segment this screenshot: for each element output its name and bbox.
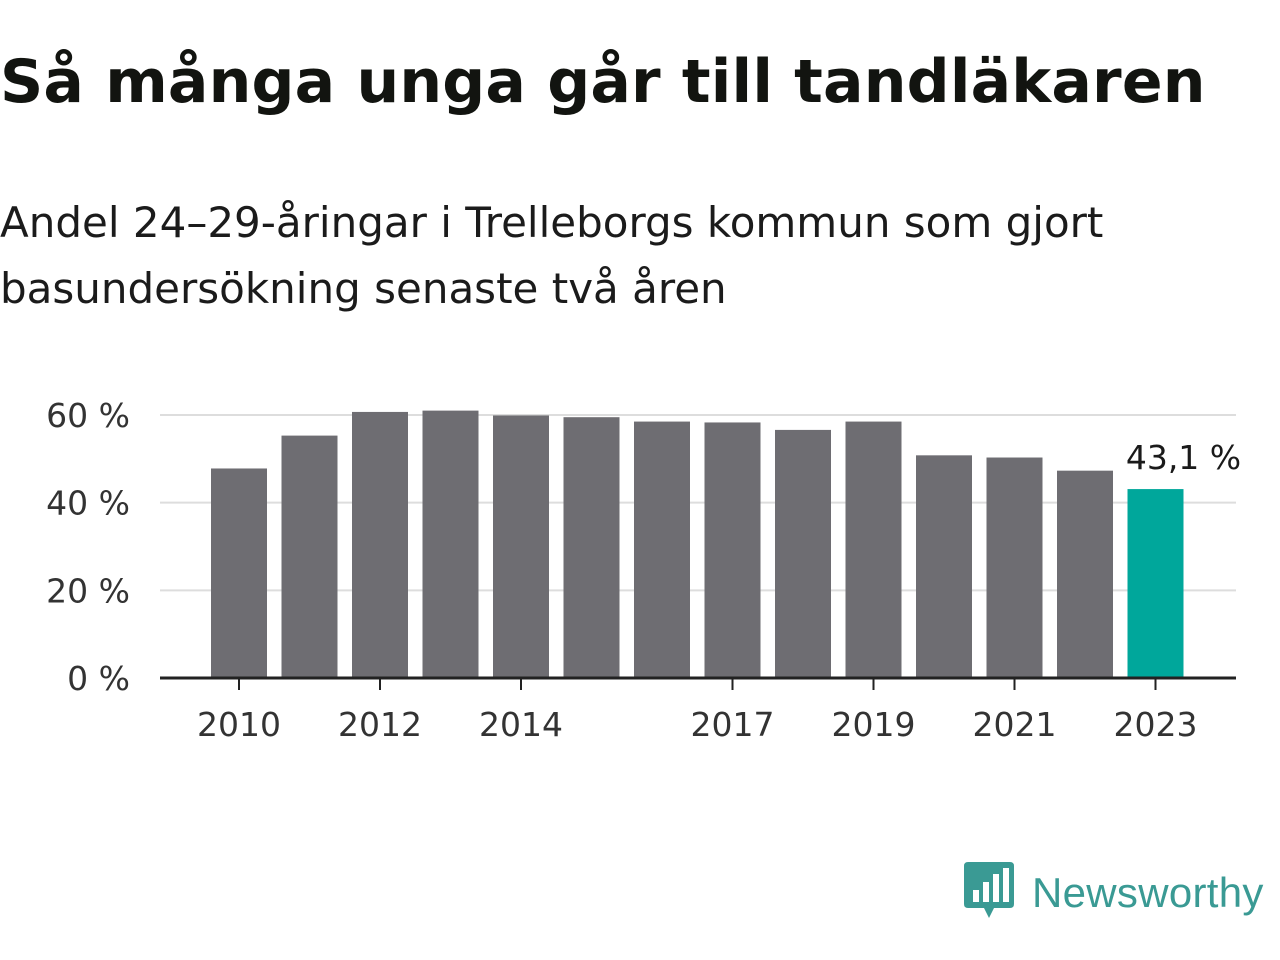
x-axis-labels: 2010 2012 2014 2017 2019 2021 2023	[197, 705, 1197, 744]
x-tick-label: 2012	[338, 705, 422, 744]
bar-2016	[634, 421, 690, 678]
bar-2021	[986, 457, 1043, 678]
y-tick-label: 40 %	[46, 484, 130, 523]
newsworthy-logo-icon	[964, 862, 1014, 918]
chart-title: Så många unga går till tandläkaren	[0, 47, 1206, 117]
bar-2014	[493, 415, 549, 678]
bar-2018	[775, 429, 831, 678]
x-tick-label: 2019	[832, 705, 916, 744]
bar-2011	[281, 435, 338, 678]
y-tick-label: 0 %	[67, 659, 130, 698]
x-tick-label: 2021	[973, 705, 1057, 744]
x-axis	[160, 676, 1236, 690]
bar-2020	[916, 455, 972, 678]
bar-2017	[704, 422, 761, 678]
bar-chart: 0 % 20 % 40 % 60 % 2010 2012 2014 2017 2019 2021…	[46, 396, 1241, 744]
newsworthy-logo: Newsworthy	[964, 862, 1264, 924]
bar-2023	[1127, 489, 1184, 678]
bar-2015	[563, 417, 620, 678]
x-tick-label: 2023	[1114, 705, 1198, 744]
bars	[211, 410, 1184, 678]
logo-wordmark: Newsworthy	[1032, 869, 1264, 916]
bar-2013	[422, 410, 479, 678]
bar-2022	[1057, 470, 1113, 678]
grid-lines	[160, 414, 1236, 592]
x-tick-label: 2014	[479, 705, 563, 744]
x-tick-label: 2017	[691, 705, 775, 744]
bar-2019	[845, 421, 902, 678]
data-label-highlight: 43,1 %	[1126, 438, 1241, 477]
bar-2010	[211, 468, 267, 678]
y-tick-label: 60 %	[46, 396, 130, 435]
chart-subtitle: Andel 24–29-åringar i Trelleborgs kommun…	[0, 198, 1104, 313]
y-axis-labels: 0 % 20 % 40 % 60 %	[46, 396, 130, 698]
annotations: 43,1 %	[1126, 438, 1241, 477]
x-tick-label: 2010	[197, 705, 281, 744]
y-tick-label: 20 %	[46, 571, 130, 610]
bar-2012	[352, 411, 408, 678]
